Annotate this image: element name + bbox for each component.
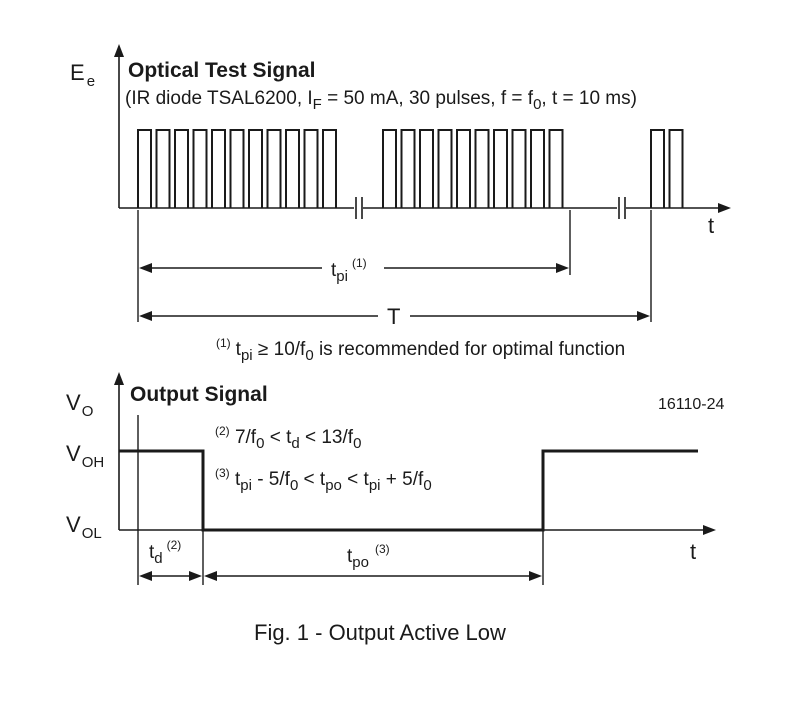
optical-time-label: t <box>708 213 714 238</box>
output-axis-label: VO <box>66 390 93 420</box>
tpi-arrow-left <box>139 263 152 273</box>
optical-x-axis-arrow <box>718 203 731 213</box>
vol-label: VOL <box>66 512 102 542</box>
optical-y-axis-arrow <box>114 44 124 57</box>
period-arrow-right <box>637 311 650 321</box>
td-arrow-right <box>189 571 202 581</box>
voh-label: VOH <box>66 441 104 471</box>
figure-caption: Fig. 1 - Output Active Low <box>254 620 506 645</box>
equation-2: (2) 7/f0 < td < 13/f0 <box>215 424 361 452</box>
pulse-trains <box>137 129 684 208</box>
output-title: Output Signal <box>130 383 268 406</box>
optical-conditions: (IR diode TSAL6200, IF = 50 mA, 30 pulse… <box>125 88 637 113</box>
tpi-label: tpi(1) <box>331 256 367 285</box>
tpo-arrow-left <box>204 571 217 581</box>
tpo-label: tpo(3) <box>347 542 390 571</box>
equation-3: (3) tpi - 5/f0 < tpo < tpi + 5/f0 <box>215 466 432 494</box>
td-arrow-left <box>139 571 152 581</box>
note-1: (1) tpi ≥ 10/f0 is recommended for optima… <box>216 336 625 364</box>
tpo-arrow-right <box>529 571 542 581</box>
figure-id: 16110-24 <box>658 396 725 413</box>
pulse-burst-1 <box>137 129 337 208</box>
pulse-burst-2 <box>382 129 564 208</box>
optical-title: Optical Test Signal <box>128 59 315 82</box>
output-time-label: t <box>690 539 696 564</box>
pulse-burst-3 <box>650 129 684 208</box>
period-arrow-left <box>139 311 152 321</box>
output-waveform <box>119 449 698 532</box>
tpi-arrow-right <box>556 263 569 273</box>
output-x-axis-arrow <box>703 525 716 535</box>
period-label: T <box>387 304 400 329</box>
output-y-axis-arrow <box>114 372 124 385</box>
td-label: td(2) <box>149 538 181 567</box>
